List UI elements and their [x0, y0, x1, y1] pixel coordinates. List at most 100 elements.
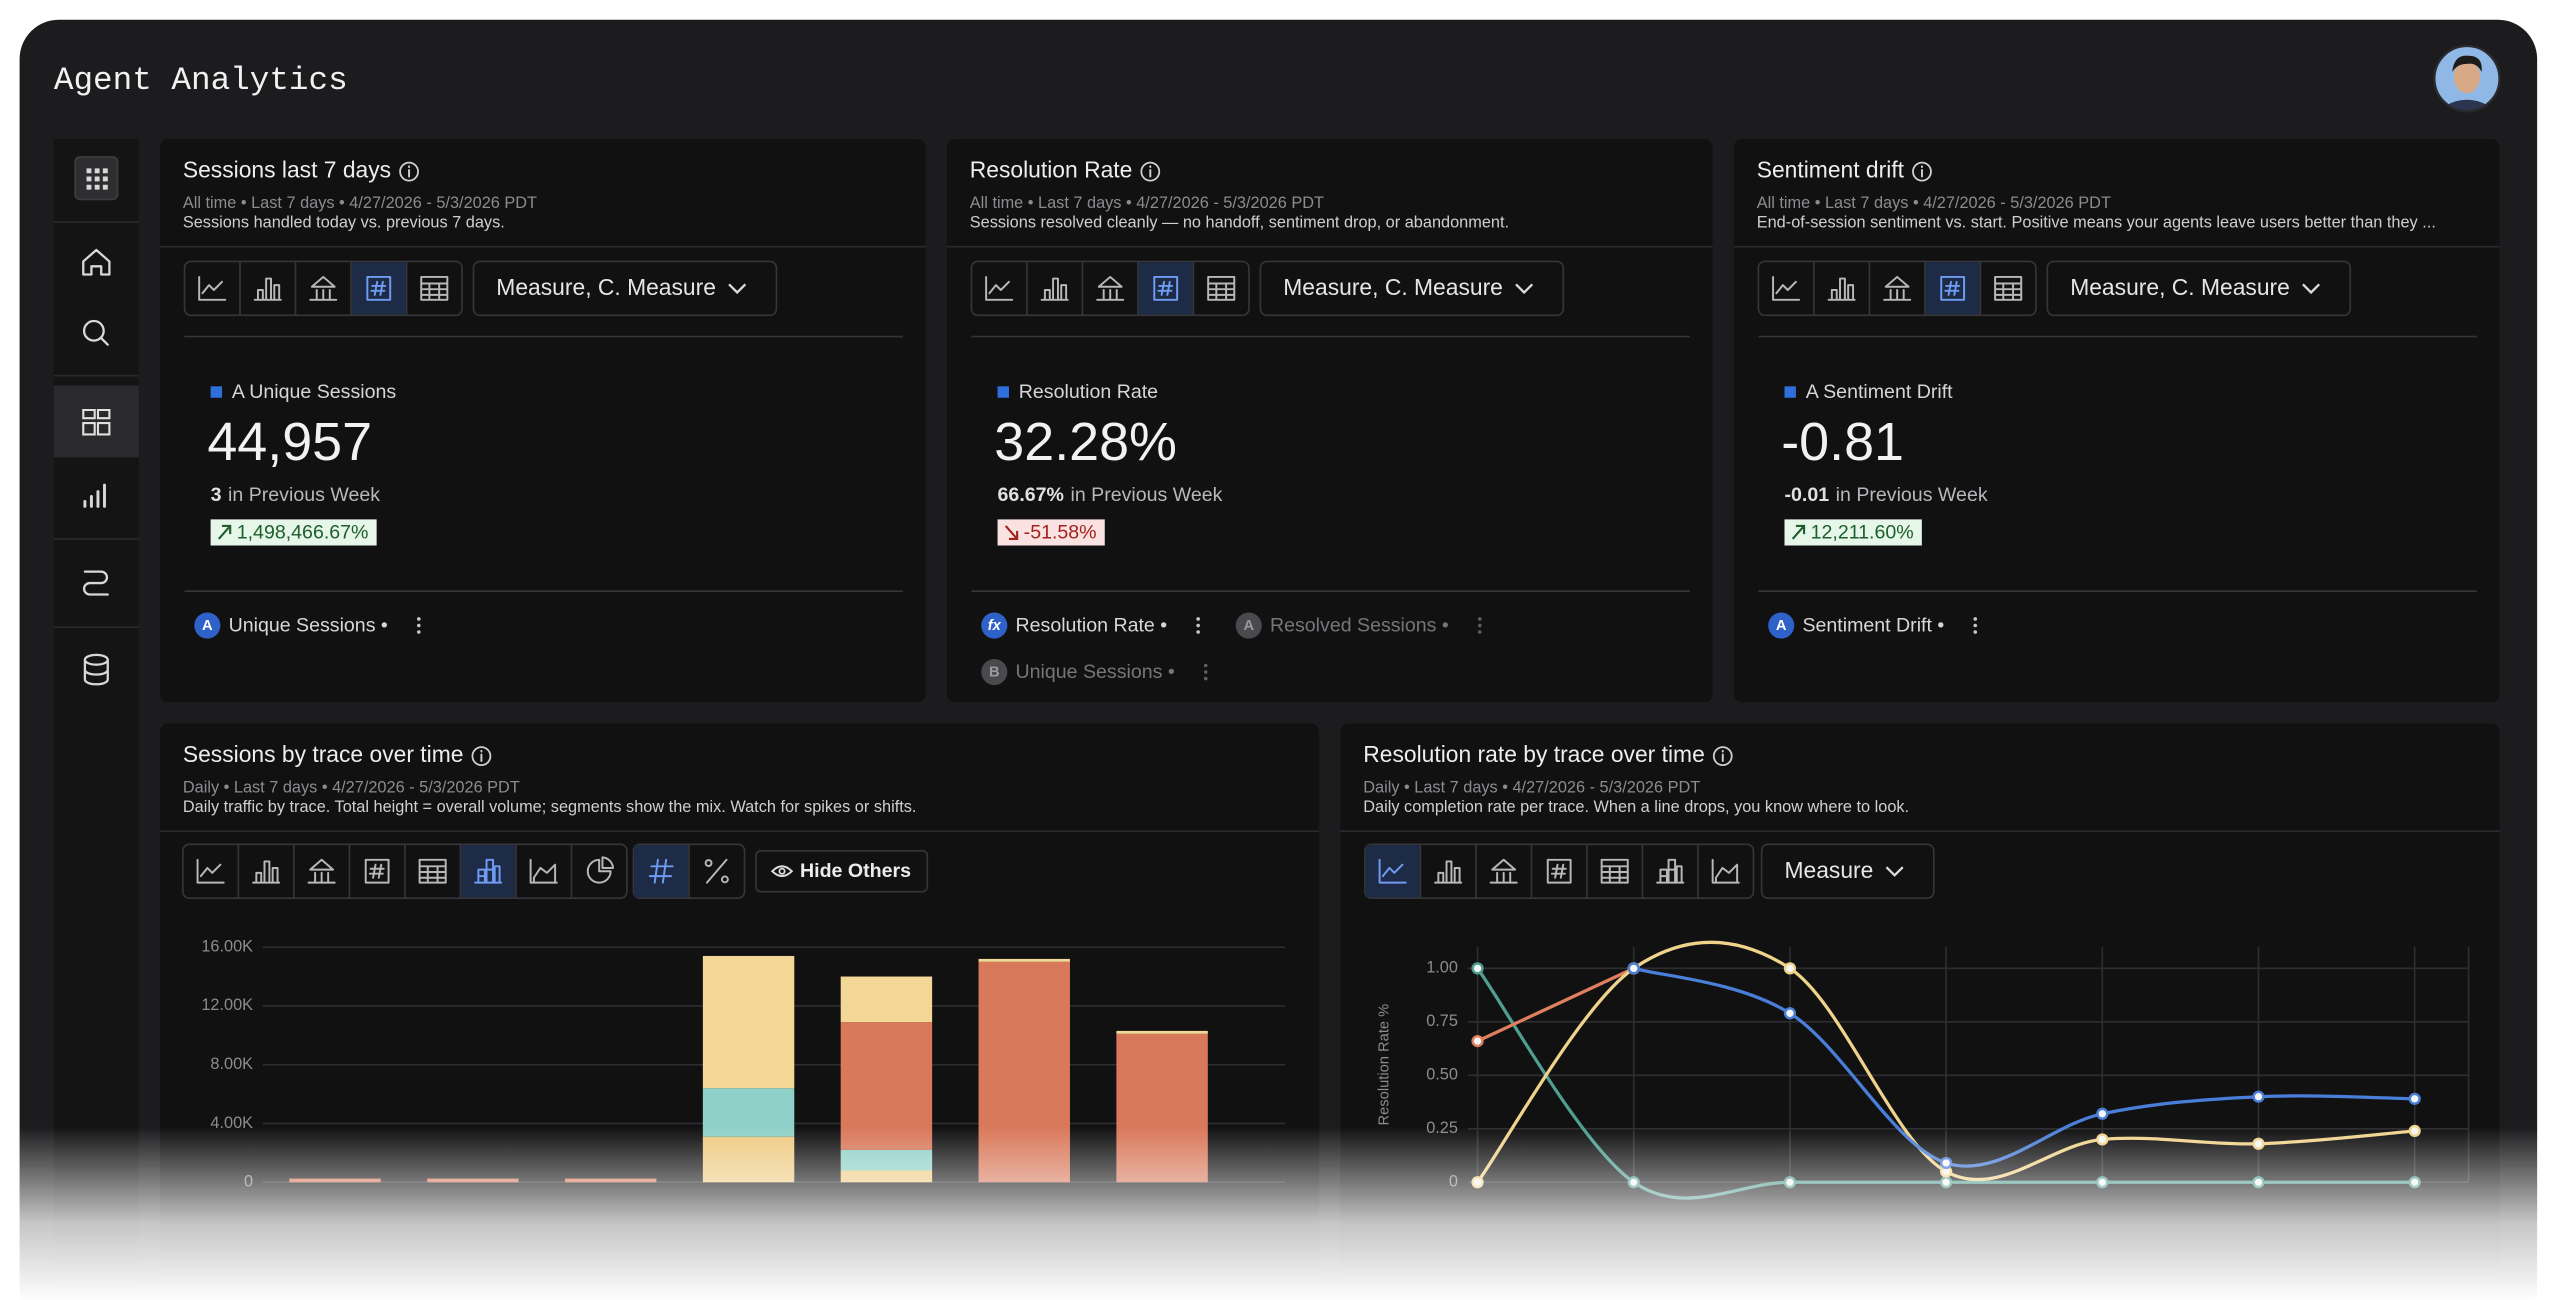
series-badge-label: A: [1776, 618, 1787, 634]
hide-others-button[interactable]: Hide Others: [755, 850, 929, 893]
more-dot: [1203, 663, 1208, 668]
icon-area: [1883, 275, 1912, 301]
series-item[interactable]: A Sentiment Drift •: [1768, 612, 1978, 639]
more-dot: [1203, 676, 1208, 681]
panel-meta: All time • Last 7 days • 4/27/2026 - 5/3…: [970, 194, 1324, 212]
icon-num: [364, 858, 390, 884]
nav-home[interactable]: [82, 248, 111, 276]
toolbar-button[interactable]: [239, 261, 282, 316]
info-icon[interactable]: [399, 161, 419, 182]
toolbar-button[interactable]: [1530, 844, 1572, 899]
kpi-card: Sentiment drift All time • Last 7 days • …: [1733, 138, 2500, 703]
toolbar: [183, 260, 463, 317]
chevron: [1885, 866, 1904, 877]
icon-table: [418, 858, 447, 884]
dropdown-box: [1760, 843, 1935, 899]
toolbar-button[interactable]: [405, 261, 449, 316]
y-tick-label: 16.00K: [201, 937, 253, 955]
toolbar-button[interactable]: [1641, 844, 1685, 899]
toolbar-button[interactable]: [1365, 845, 1420, 898]
series-point: [2252, 1090, 2265, 1103]
info-icon[interactable]: [1912, 161, 1932, 182]
toolbar-button[interactable]: [1979, 261, 2023, 316]
change-arrow: [217, 524, 232, 540]
nav-search-handle: [100, 337, 109, 346]
toolbar-button[interactable]: [293, 844, 336, 899]
metric-label: A Unique Sessions: [232, 381, 397, 403]
series-point: [1783, 1007, 1797, 1020]
toolbar-button[interactable]: [1475, 844, 1518, 899]
toolbar-button[interactable]: [1813, 261, 1856, 316]
series-badge: [981, 612, 1008, 639]
series-badge: [981, 658, 1008, 686]
toolbar-button[interactable]: [985, 275, 1014, 301]
info-icon[interactable]: [471, 746, 492, 766]
icon-num: [366, 275, 392, 301]
toolbar-button[interactable]: [198, 275, 227, 301]
nav-search-lens: [82, 319, 105, 342]
series-item[interactable]: B Unique Sessions •: [981, 658, 1208, 686]
toolbar-button[interactable]: [1772, 275, 1801, 301]
toolbar-button[interactable]: [1192, 261, 1236, 316]
series-item[interactable]: A Resolved Sessions •: [1235, 612, 1482, 639]
nav-search[interactable]: [82, 319, 109, 346]
change-value: -51.58%: [1024, 521, 1097, 543]
nav-charts[interactable]: [83, 483, 106, 508]
toolbar-button[interactable]: [1026, 261, 1069, 316]
toolbar-button[interactable]: [634, 845, 689, 898]
y-axis-label: Resolution Rate %: [1376, 1004, 1392, 1126]
panel-description: Sessions handled today vs. previous 7 da…: [183, 213, 505, 231]
previous-value: 66.67%: [998, 484, 1064, 506]
toolbar-button[interactable]: [404, 844, 447, 899]
icon-line: [198, 275, 227, 301]
series-badge-label: fx: [988, 618, 1002, 634]
toolbar-button[interactable]: [1924, 261, 1980, 316]
series-item[interactable]: A Unique Sessions •: [194, 612, 421, 639]
series-item[interactable]: fx Resolution Rate •: [981, 612, 1200, 639]
toolbar-button[interactable]: [1137, 261, 1193, 316]
toolbar-button[interactable]: [196, 858, 225, 884]
toolbar-button[interactable]: [1697, 844, 1740, 899]
toolbar-button[interactable]: [350, 261, 406, 316]
toolbar-button[interactable]: [515, 844, 558, 899]
toolbar-button[interactable]: [348, 844, 390, 899]
y-tick-label: 1.00: [1426, 959, 1458, 977]
y-tick-label: 12.00K: [201, 996, 253, 1014]
metric-label: A Sentiment Drift: [1806, 381, 1953, 403]
nav-traces[interactable]: [82, 570, 109, 596]
nav-apps[interactable]: [74, 156, 119, 201]
toolbar-button[interactable]: [459, 844, 516, 899]
icon-trend: [529, 858, 558, 884]
toolbar-button[interactable]: [1081, 261, 1125, 316]
toolbar-button[interactable]: [1419, 844, 1463, 899]
toolbar-button[interactable]: [237, 844, 281, 899]
toolbar: [970, 260, 1250, 317]
panel-meta: Daily • Last 7 days • 4/27/2026 - 5/3/20…: [1363, 778, 1700, 796]
chevron: [728, 283, 747, 295]
change-value: 1,498,466.67%: [237, 521, 369, 543]
toolbar-button[interactable]: [688, 844, 729, 899]
dropdown[interactable]: Measure, C. Measure: [2046, 260, 2352, 317]
y-tick-label: 0.50: [1426, 1066, 1458, 1084]
toolbar-button[interactable]: [1868, 261, 1912, 316]
toolbar-button[interactable]: [1586, 844, 1629, 899]
series-badge: [1235, 612, 1262, 639]
dropdown[interactable]: Measure: [1760, 843, 1935, 899]
icon-table: [420, 275, 449, 301]
nav-dashboards[interactable]: [53, 385, 139, 458]
dropdown[interactable]: Measure, C. Measure: [1259, 260, 1565, 317]
info-icon[interactable]: [1140, 161, 1161, 182]
info-icon[interactable]: [1712, 746, 1733, 766]
series-badge-label: A: [1243, 618, 1254, 634]
change-arrow: [1791, 524, 1806, 540]
toolbar-button[interactable]: [294, 261, 338, 316]
nav-data[interactable]: [83, 653, 109, 686]
bar-segment: [840, 976, 933, 1023]
toolbar-button[interactable]: [570, 844, 615, 899]
y-tick-label: 8.00K: [210, 1055, 253, 1073]
series-label: Resolved Sessions •: [1270, 614, 1449, 636]
series-point: [1471, 962, 1484, 975]
dropdown[interactable]: Measure, C. Measure: [472, 260, 778, 317]
icon-area: [307, 858, 336, 884]
dropdown-box: [1259, 260, 1565, 317]
